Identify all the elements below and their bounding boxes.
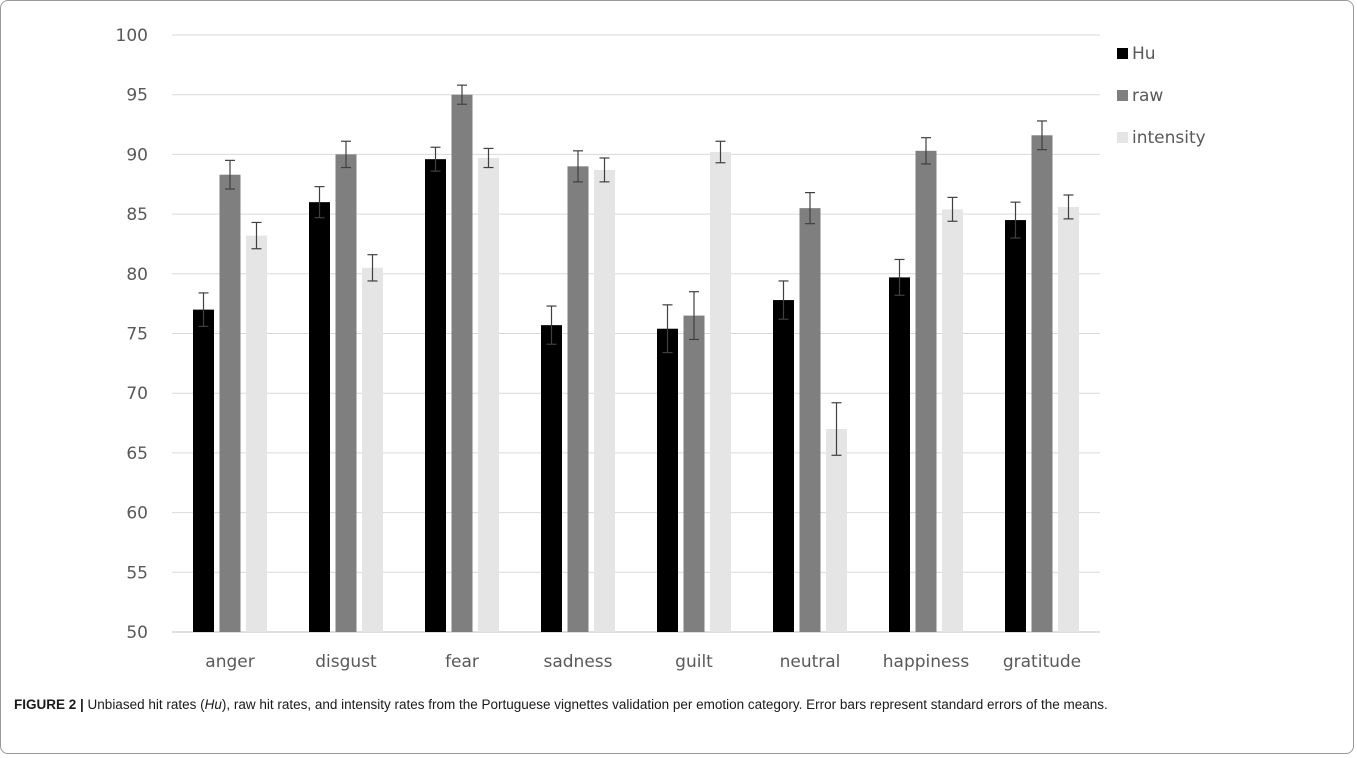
error-bar-Hu-gratitude (1010, 201, 1021, 239)
bar-intensity-gratitude (1058, 206, 1079, 632)
y-tick-label: 100 (116, 26, 148, 46)
x-category-label: anger (205, 652, 254, 672)
error-bar-raw-neutral (805, 192, 815, 225)
x-category-label: sadness (543, 652, 612, 672)
error-bars (198, 84, 1074, 456)
bar-Hu-happiness (889, 277, 910, 632)
error-bar-raw-happiness (921, 137, 931, 165)
bar-raw-guilt (683, 315, 705, 632)
x-category-label: neutral (780, 652, 841, 672)
figure-caption: FIGURE 2 | Unbiased hit rates (Hu), raw … (14, 696, 1334, 713)
error-bar-intensity-happiness (947, 196, 958, 222)
legend-item-intensity: intensity (1117, 128, 1206, 148)
bar-raw-gratitude (1031, 135, 1053, 632)
bar-intensity-anger (246, 235, 267, 633)
legend-swatch (1117, 90, 1128, 101)
error-bar-intensity-gratitude (1063, 194, 1074, 220)
error-bar-raw-guilt (689, 291, 699, 341)
bar-Hu-gratitude (1005, 220, 1026, 632)
error-bar-intensity-sadness (599, 157, 610, 183)
x-category-label: gratitude (1003, 652, 1081, 672)
bar-Hu-neutral (773, 300, 794, 632)
bar-intensity-sadness (594, 169, 615, 632)
bar-raw-anger (219, 174, 241, 632)
error-bar-intensity-anger (251, 221, 262, 250)
error-bar-intensity-fear (483, 147, 494, 169)
legend-swatch (1117, 48, 1128, 59)
figure-label: FIGURE 2 | (14, 697, 84, 712)
x-axis-categories: anger disgust fear sadness guilt neutral happi… (205, 652, 1081, 672)
bar-Hu-sadness (541, 325, 562, 632)
error-bar-intensity-disgust (367, 254, 378, 282)
error-bar-raw-anger (225, 159, 235, 190)
bar-raw-happiness (915, 150, 937, 632)
error-bar-Hu-sadness (546, 305, 557, 345)
bar-raw-fear (451, 94, 473, 632)
bar-intensity-neutral (826, 429, 847, 632)
bar-intensity-happiness (942, 209, 963, 632)
caption-text-2: ), raw hit rates, and intensity rates fr… (221, 697, 1108, 712)
bar-intensity-disgust (362, 267, 383, 632)
legend-item-Hu: Hu (1117, 44, 1156, 64)
error-bar-raw-sadness (573, 150, 583, 183)
bar-Hu-fear (425, 159, 446, 632)
y-tick-label: 50 (126, 623, 148, 643)
bar-intensity-guilt (710, 152, 731, 632)
error-bar-Hu-disgust (314, 186, 325, 219)
bars (193, 94, 1079, 633)
bar-raw-disgust (335, 154, 357, 632)
error-bar-Hu-happiness (894, 258, 905, 296)
bar-raw-neutral (799, 208, 821, 632)
error-bar-intensity-guilt (715, 140, 726, 164)
y-tick-label: 65 (126, 444, 148, 464)
x-category-label: guilt (675, 652, 713, 672)
error-bar-Hu-neutral (778, 280, 789, 320)
error-bar-Hu-anger (198, 292, 209, 327)
legend-label: Hu (1132, 44, 1156, 64)
y-axis-ticks: 50 55 60 65 70 75 80 85 90 95 100 (116, 26, 148, 643)
y-tick-label: 75 (126, 325, 148, 345)
x-category-label: disgust (315, 652, 377, 672)
x-category-label: fear (445, 652, 479, 672)
bar-chart: 50 55 60 65 70 75 80 85 90 95 100 anger disgust fear… (116, 26, 1206, 672)
y-tick-label: 55 (126, 563, 148, 583)
error-bar-raw-gratitude (1037, 120, 1047, 151)
error-bar-Hu-guilt (662, 304, 673, 354)
y-tick-label: 60 (126, 504, 148, 524)
caption-text-italic: Hu (204, 697, 222, 712)
error-bar-raw-disgust (341, 140, 351, 169)
bar-Hu-disgust (309, 202, 330, 632)
legend-label: raw (1132, 86, 1163, 106)
legend: Hu raw intensity (1117, 44, 1206, 148)
y-tick-label: 80 (126, 265, 148, 285)
error-bar-Hu-fear (430, 146, 441, 172)
caption-text-1: Unbiased hit rates ( (83, 697, 205, 712)
legend-swatch (1117, 132, 1128, 143)
legend-label: intensity (1132, 128, 1206, 148)
bar-raw-sadness (567, 166, 589, 632)
bar-Hu-guilt (657, 328, 678, 632)
bar-intensity-fear (478, 157, 499, 632)
y-tick-label: 95 (126, 86, 148, 106)
y-tick-label: 90 (126, 145, 148, 165)
legend-item-raw: raw (1117, 86, 1163, 106)
y-tick-label: 85 (126, 205, 148, 225)
error-bar-intensity-neutral (831, 402, 842, 456)
y-tick-label: 70 (126, 384, 148, 404)
error-bar-raw-fear (457, 84, 467, 105)
bar-Hu-anger (193, 309, 214, 632)
x-category-label: happiness (883, 652, 970, 672)
